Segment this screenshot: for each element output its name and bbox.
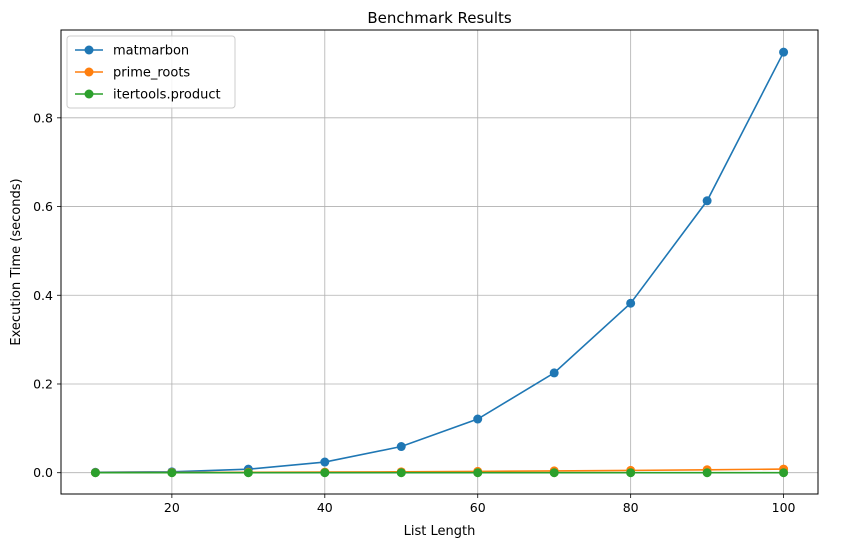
- data-point: [549, 368, 559, 378]
- legend-label: matmarbon: [113, 44, 189, 59]
- x-tick-label: 20: [164, 500, 180, 515]
- legend-marker: [84, 89, 94, 99]
- y-tick-label: 0.8: [33, 110, 53, 125]
- data-point: [396, 442, 406, 452]
- legend-item: prime_roots: [75, 66, 190, 81]
- y-tick-label: 0.2: [33, 376, 53, 391]
- data-point: [702, 196, 712, 206]
- data-point: [549, 468, 559, 478]
- legend-item: itertools.product: [75, 88, 221, 103]
- series-line: [95, 51, 785, 474]
- y-tick-label: 0.6: [33, 199, 53, 214]
- plot-frame: [60, 29, 819, 495]
- data-point: [702, 468, 712, 478]
- legend: matmarbon prime_roots itertools.product: [66, 35, 236, 109]
- data-point: [167, 468, 177, 478]
- x-tick-label: 80: [623, 500, 639, 515]
- x-tick-label: 100: [772, 500, 796, 515]
- chart-title: Benchmark Results: [367, 9, 512, 27]
- data-point: [626, 468, 636, 478]
- data-point: [320, 468, 330, 478]
- legend-item: matmarbon: [75, 44, 189, 59]
- legend-marker: [84, 67, 94, 77]
- data-point: [473, 468, 483, 478]
- y-tick-label: 0.0: [33, 465, 53, 480]
- data-point: [473, 414, 483, 424]
- y-axis-label: Execution Time (seconds): [9, 178, 24, 345]
- data-point: [779, 47, 789, 57]
- series-0: [90, 47, 789, 477]
- y-tick-label: 0.4: [33, 288, 53, 303]
- data-point: [90, 468, 100, 478]
- legend-box: [66, 35, 236, 109]
- x-tick-label: 60: [470, 500, 486, 515]
- legend-label: prime_roots: [113, 66, 190, 81]
- data-point: [626, 298, 636, 308]
- legend-marker: [84, 45, 94, 55]
- plot-series: [90, 47, 789, 478]
- data-point: [243, 468, 253, 478]
- data-point: [320, 457, 330, 467]
- series-2: [90, 468, 789, 478]
- x-axis-label: List Length: [404, 524, 476, 539]
- legend-label: itertools.product: [113, 88, 221, 103]
- data-point: [779, 468, 789, 478]
- x-tick-label: 40: [317, 500, 333, 515]
- data-point: [396, 468, 406, 478]
- axis-ticks: 20 40 60 80 100 0.0 0.2 0.4 0.6 0.8: [33, 110, 795, 515]
